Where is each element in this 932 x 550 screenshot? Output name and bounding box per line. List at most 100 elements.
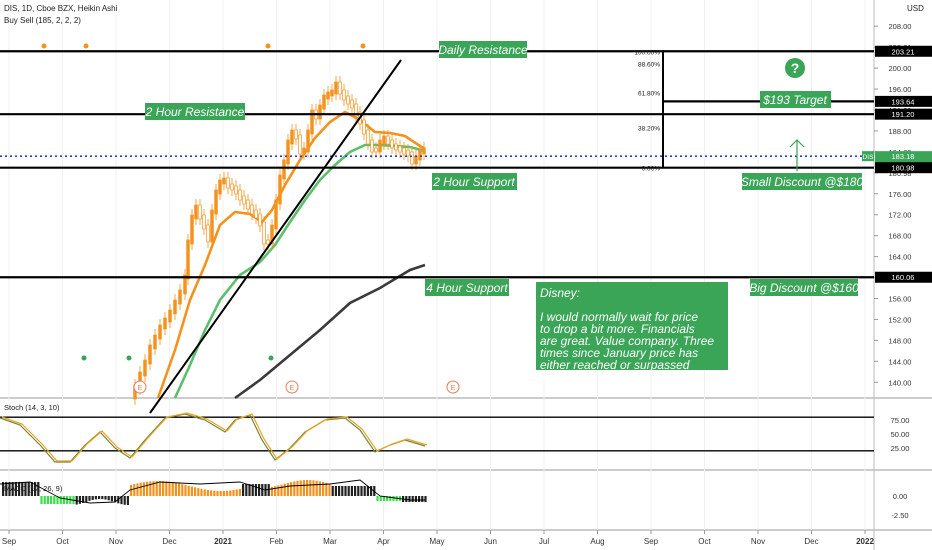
macd-bar — [59, 496, 62, 504]
macd-label: MACD (12, 26, 9) — [4, 484, 63, 493]
macd-bar — [37, 482, 40, 496]
candle — [250, 204, 254, 215]
macd-bar — [258, 484, 261, 496]
macd-bar — [251, 484, 254, 496]
time-tick-label: Mar — [323, 537, 337, 546]
candle — [310, 109, 314, 135]
macd-bar — [296, 480, 299, 496]
candle — [148, 344, 152, 365]
macd-bar — [190, 486, 193, 496]
macd-bar — [280, 484, 283, 496]
candle — [218, 179, 222, 195]
small-discount-label: Small Discount @$180 — [741, 175, 864, 189]
time-tick-label: Feb — [270, 537, 284, 546]
candle — [254, 209, 258, 219]
candle — [286, 139, 290, 165]
candle — [398, 145, 402, 153]
target-label: $193 Target — [762, 93, 827, 107]
price-tick-label: 208.00 — [889, 22, 912, 31]
candle — [422, 147, 426, 155]
buy-dot — [81, 355, 87, 361]
macd-bar — [238, 488, 241, 496]
daily-resistance-label-bg — [439, 41, 527, 58]
candle — [342, 89, 346, 101]
macd-bar — [318, 481, 321, 496]
macd-bar — [142, 482, 145, 496]
buy-dot — [268, 355, 274, 361]
trendline[interactable] — [149, 59, 402, 414]
candle — [183, 274, 187, 295]
macd-bar — [376, 496, 379, 501]
macd-bar — [312, 480, 315, 496]
macd-bar — [210, 490, 213, 496]
macd-bar — [277, 485, 280, 496]
macd-bar — [94, 496, 97, 500]
price-tag-label: 180.98 — [892, 164, 915, 173]
price-tag-label: 193.64 — [892, 97, 915, 106]
macd-bar — [421, 496, 424, 502]
price-tick-label: 168.00 — [889, 232, 912, 241]
candle — [378, 139, 382, 153]
earnings-label: E — [138, 385, 143, 392]
macd-bar — [213, 490, 216, 496]
price-tag-label: 183.18 — [892, 152, 915, 161]
candle — [326, 91, 330, 100]
sell-dot — [41, 43, 47, 49]
price-tick-label: 196.00 — [889, 85, 912, 94]
indicator-label: Buy Sell (185, 2, 2, 2) — [4, 16, 81, 25]
macd-bar — [325, 482, 328, 496]
macd-bar — [328, 483, 331, 496]
candle — [242, 195, 246, 205]
candle — [290, 129, 294, 145]
macd-bar — [405, 496, 408, 502]
earnings-markers[interactable]: E E E — [133, 380, 460, 394]
macd-bar — [149, 481, 152, 496]
macd-bar — [82, 496, 85, 503]
macd-bar — [104, 496, 107, 500]
macd-bar — [389, 496, 392, 501]
price-tick-label: 200.00 — [889, 64, 912, 73]
annotations[interactable]: Daily Resistance 2 Hour Resistance 2 Hou… — [145, 41, 864, 384]
levels — [0, 50, 874, 279]
macd-bar — [411, 496, 414, 502]
macd-bar — [18, 482, 21, 496]
candle — [246, 199, 250, 210]
price-tag — [875, 162, 932, 174]
candle — [168, 309, 172, 323]
macd-bar — [194, 487, 197, 496]
time-tick-label: Oct — [56, 537, 69, 546]
macd-bar — [286, 482, 289, 496]
macd-bar — [248, 484, 251, 496]
fib-label: 100.00% — [634, 49, 660, 56]
small-discount-label-bg — [742, 173, 862, 190]
macd-bar — [254, 484, 257, 496]
macd-bar — [315, 480, 318, 496]
macd-bar — [178, 483, 181, 496]
macd-bar — [21, 482, 24, 496]
macd-bar — [245, 484, 248, 496]
macd-bar — [226, 490, 229, 496]
time-tick-label: Aug — [590, 537, 604, 546]
fib-retracement[interactable]: 100.00% 88.60% 61.80% 38.20% 0.00% — [634, 49, 664, 173]
note-box — [536, 282, 728, 370]
target-label-bg — [760, 91, 831, 108]
candle — [350, 99, 354, 109]
macd-bar — [133, 484, 136, 496]
macd-bar — [174, 482, 177, 496]
macd-bar — [386, 496, 389, 501]
macd-bar — [11, 482, 14, 496]
candle — [402, 147, 406, 155]
candle — [298, 134, 302, 155]
stoch-panel: Stoch (14, 3, 10) 75.00 50.00 25.00 — [0, 403, 910, 463]
candle — [238, 189, 242, 201]
stoch-tick-label: 50.00 — [891, 430, 910, 439]
candle — [282, 159, 286, 180]
macd-bar — [334, 486, 337, 496]
big-discount-label-bg — [750, 279, 858, 296]
macd-bar — [216, 490, 219, 496]
two-hour-support-label-bg — [432, 173, 517, 190]
macd-bar — [290, 482, 293, 496]
candles — [133, 76, 426, 405]
macd-bar — [181, 484, 184, 496]
